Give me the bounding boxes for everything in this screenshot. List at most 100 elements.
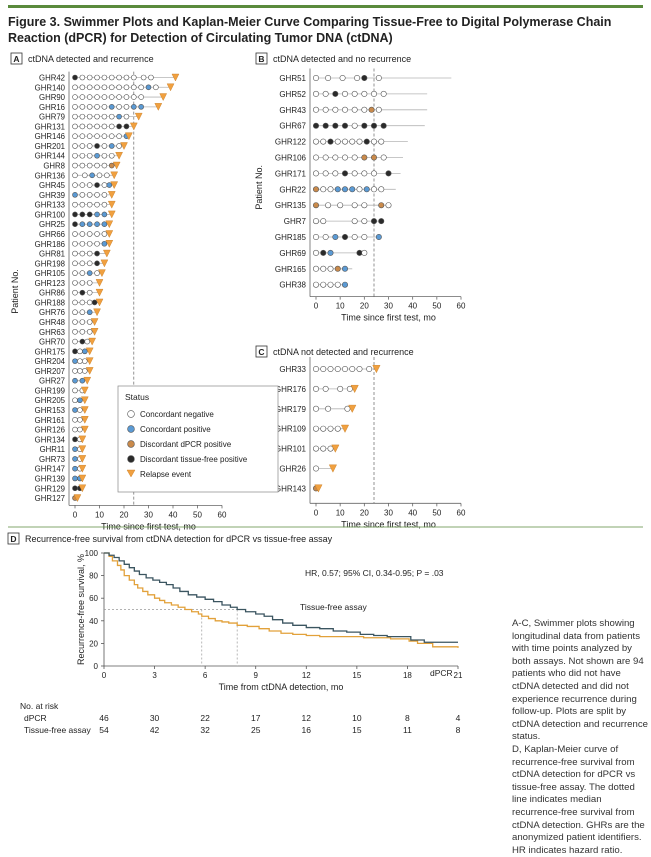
at-risk-value: 46 (99, 713, 109, 723)
km-series-label-tissue-free: Tissue-free assay (300, 602, 368, 612)
patient-label: GHR45 (39, 181, 66, 190)
at-risk-value: 22 (200, 713, 210, 723)
status-point-tf (72, 436, 78, 443)
status-point-neg (86, 123, 93, 130)
status-point-dpcr (312, 186, 319, 193)
status-point-neg (322, 234, 329, 241)
status-point-neg (86, 94, 93, 100)
status-point-tf (79, 338, 86, 345)
caption-paragraph-2: D, Kaplan-Meier curve of recurrence-free… (512, 743, 645, 856)
status-point-neg (101, 152, 108, 159)
relapse-event-marker (328, 464, 337, 473)
patient-label: GHR205 (35, 396, 66, 405)
status-point-neg (370, 170, 377, 177)
status-point-pos (375, 234, 382, 241)
patient-label: GHR48 (39, 318, 65, 327)
status-point-neg (82, 358, 88, 364)
panel-a-y-axis-label: Patient No. (10, 269, 20, 314)
status-point-neg (312, 425, 319, 432)
status-point-neg (72, 397, 78, 404)
status-point-neg (77, 426, 83, 433)
status-point-neg (370, 138, 377, 145)
status-point-neg (327, 265, 334, 272)
status-point-neg (320, 445, 327, 452)
relapse-event-marker (107, 210, 116, 219)
patient-label: GHR176 (275, 385, 307, 394)
patient-label: GHR22 (279, 185, 306, 194)
status-point-neg (349, 138, 356, 145)
status-point-neg (322, 154, 329, 161)
patient-label: GHR100 (35, 210, 66, 219)
patient-label: GHR76 (39, 308, 65, 317)
status-point-neg (86, 328, 93, 335)
status-point-neg (327, 365, 334, 372)
status-point-neg (334, 281, 341, 288)
status-point-neg (312, 405, 319, 412)
status-point-neg (325, 202, 332, 209)
status-point-pos (334, 186, 341, 193)
relapse-event-marker (85, 357, 94, 366)
status-point-neg (332, 170, 339, 177)
status-point-neg (351, 234, 358, 241)
status-point-neg (334, 425, 341, 432)
patient-label: GHR105 (35, 269, 66, 278)
patient-label: GHR33 (279, 365, 306, 374)
status-point-neg (86, 133, 93, 139)
status-point-pos (108, 104, 115, 110)
status-point-neg (86, 280, 93, 286)
status-point-neg (138, 84, 144, 91)
status-point-neg (79, 143, 86, 149)
status-point-neg (108, 113, 115, 120)
status-point-dpcr (334, 265, 341, 272)
status-point-neg (320, 265, 327, 272)
status-point-pos (108, 143, 115, 149)
at-risk-value: 10 (352, 713, 362, 723)
status-point-neg (101, 133, 108, 139)
status-point-neg (77, 358, 83, 364)
panel-c-x-tick-label: 60 (457, 508, 466, 517)
status-point-neg (72, 182, 78, 188)
status-point-pos (101, 221, 108, 227)
relapse-event-marker (159, 93, 168, 102)
patient-label: GHR204 (35, 357, 66, 366)
status-point-neg (361, 218, 368, 225)
status-point-neg (312, 249, 319, 256)
status-point-neg (346, 385, 353, 392)
patient-label: GHR81 (39, 250, 65, 259)
status-point-neg (101, 84, 108, 91)
status-point-neg (361, 106, 368, 113)
panel-d-letter-box (7, 532, 20, 545)
status-point-neg (312, 445, 319, 452)
status-point-neg (108, 94, 115, 100)
status-point-neg (356, 365, 363, 372)
patient-label: GHR139 (35, 474, 65, 483)
panel-b-x-axis-label: Time since first test, mo (341, 313, 436, 323)
status-point-neg (72, 143, 78, 149)
legend-swatch-neg (127, 410, 135, 418)
status-point-pos (72, 407, 78, 413)
status-point-neg (337, 202, 344, 209)
relapse-event-marker (120, 142, 128, 150)
status-point-neg (327, 186, 334, 193)
status-point-neg (72, 133, 78, 139)
status-point-tf (361, 75, 368, 82)
status-point-neg (94, 133, 100, 139)
status-point-tf (91, 299, 98, 306)
status-point-neg (79, 270, 86, 276)
status-point-pos (82, 348, 88, 355)
relapse-event-marker (80, 425, 89, 434)
patient-label: GHR207 (35, 367, 65, 376)
status-point-neg (82, 172, 88, 179)
status-point-neg (101, 201, 108, 208)
panel-a-title: ctDNA detected and recurrence (28, 54, 154, 64)
status-point-pos (131, 104, 137, 110)
relapse-event-marker (93, 308, 101, 317)
status-point-neg (72, 104, 78, 110)
status-point-neg (72, 426, 78, 433)
relapse-event-marker (90, 318, 99, 326)
panel-c-x-tick-label: 0 (314, 508, 319, 517)
km-series-label-dpcr: dPCR (430, 668, 453, 678)
status-point-neg (351, 154, 358, 161)
patient-label: GHR11 (40, 445, 65, 454)
status-point-neg (86, 299, 93, 306)
